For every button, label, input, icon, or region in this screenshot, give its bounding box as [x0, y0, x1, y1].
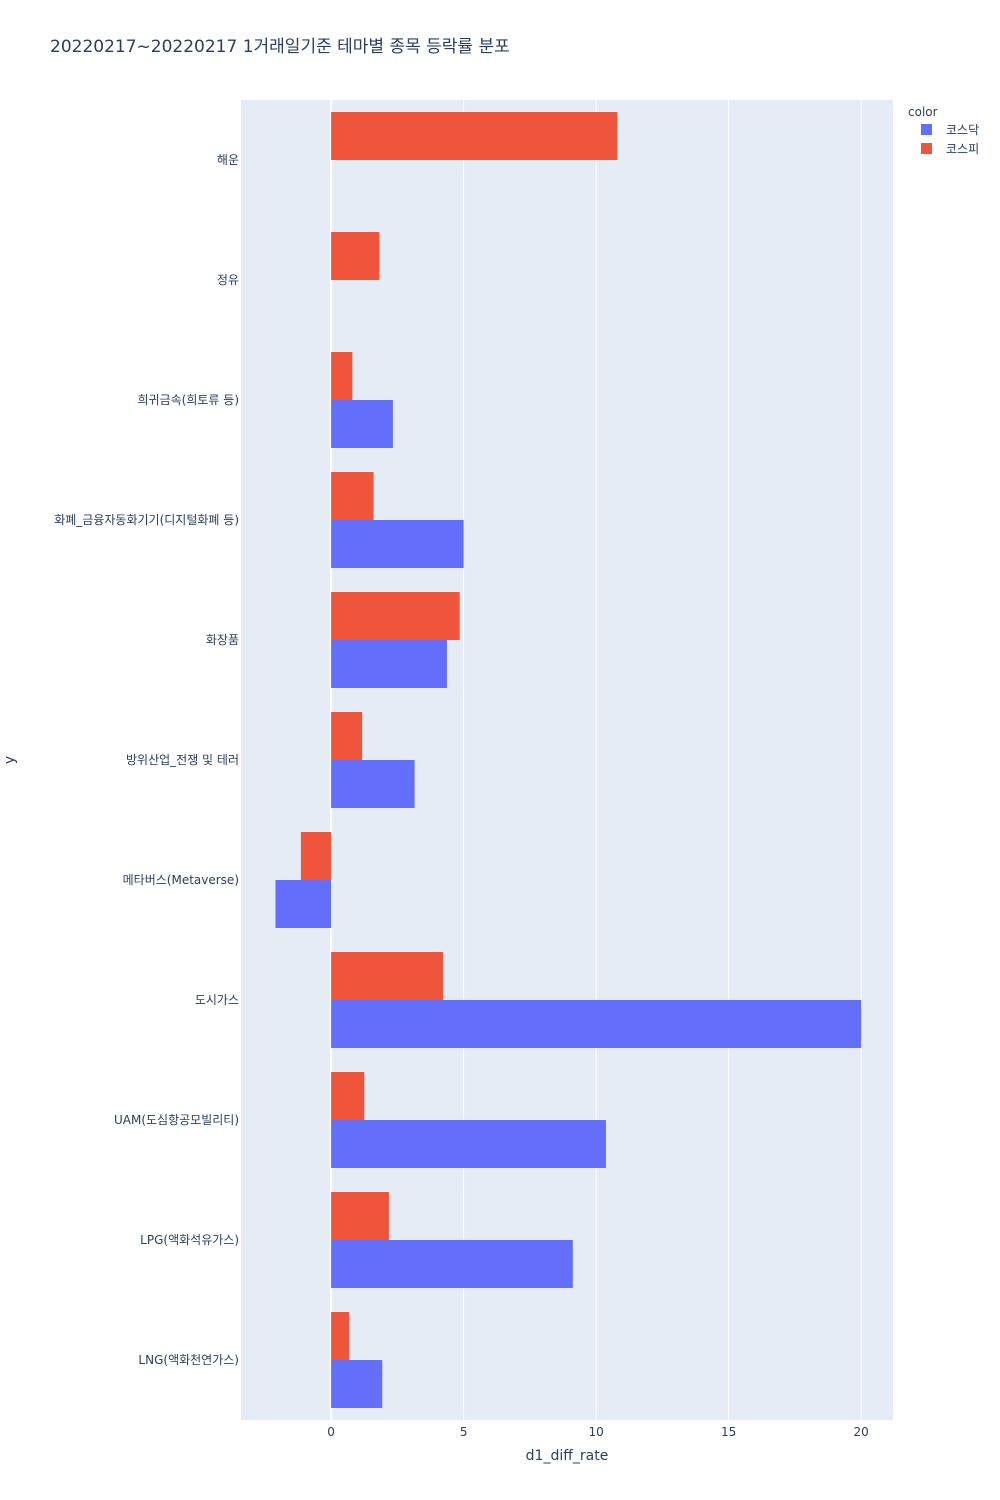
x-tick-label: 15 [721, 1425, 736, 1439]
bar-kosdaq[interactable] [331, 400, 393, 448]
bar-kospi[interactable] [331, 952, 443, 1000]
x-tick-label: 10 [589, 1425, 604, 1439]
bar-kospi[interactable] [300, 832, 332, 880]
bar-kospi[interactable] [331, 1312, 350, 1360]
y-tick-label: 해운 [217, 153, 239, 167]
y-axis-title: y [2, 756, 18, 764]
bar-kosdaq[interactable] [275, 880, 332, 928]
legend-item-label[interactable]: 코스피 [946, 142, 979, 156]
bars [275, 112, 862, 1408]
bar-kosdaq[interactable] [331, 520, 464, 568]
legend-swatch[interactable] [921, 143, 932, 154]
bar-kospi[interactable] [331, 592, 460, 640]
y-tick-label: 화장품 [206, 633, 239, 647]
bar-kosdaq[interactable] [331, 1360, 383, 1408]
bar-kospi[interactable] [331, 112, 618, 160]
bar-kosdaq[interactable] [331, 1000, 862, 1048]
bar-kospi[interactable] [331, 1072, 365, 1120]
y-tick-label: LNG(액화천연가스) [138, 1352, 239, 1367]
y-tick-label: UAM(도심항공모빌리티) [114, 1113, 239, 1127]
x-tick-label: 5 [460, 1425, 468, 1439]
legend-swatch[interactable] [921, 124, 932, 135]
x-tick-label: 20 [854, 1425, 869, 1439]
bar-kosdaq[interactable] [331, 1120, 606, 1168]
y-tick-label: 희귀금속(희토류 등) [138, 393, 240, 407]
x-tick-label: 0 [327, 1425, 335, 1439]
bar-kospi[interactable] [331, 352, 353, 400]
y-tick-label: LPG(액화석유가스) [140, 1233, 239, 1247]
bar-kospi[interactable] [331, 712, 363, 760]
y-tick-label: 도시가스 [195, 993, 239, 1007]
bar-kosdaq[interactable] [331, 640, 447, 688]
y-tick-label: 메타버스(Metaverse) [123, 873, 239, 887]
chart-title: 20220217~20220217 1거래일기준 테마별 종목 등락률 분포 [50, 37, 510, 57]
bar-kosdaq[interactable] [331, 1240, 573, 1288]
y-tick-label: 화폐_금융자동화기기(디지털화폐 등) [54, 513, 239, 527]
bar-kosdaq[interactable] [331, 760, 415, 808]
legend-item-label[interactable]: 코스닥 [946, 123, 979, 137]
bar-kospi[interactable] [331, 472, 374, 520]
x-tick-labels: 0 5 10 15 20 [327, 1425, 869, 1439]
y-tick-label: 정유 [217, 273, 239, 287]
legend-title: color [908, 105, 938, 119]
bar-kospi[interactable] [331, 232, 380, 280]
bar-kospi[interactable] [331, 1192, 389, 1240]
y-tick-label: 방위산업_전쟁 및 테러 [126, 753, 239, 767]
x-axis-title: d1_diff_rate [526, 1448, 609, 1464]
